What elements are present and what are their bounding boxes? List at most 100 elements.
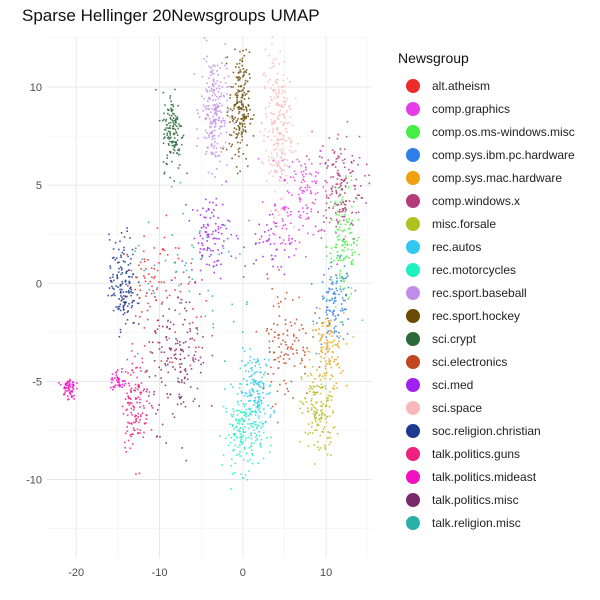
data-point: [124, 280, 127, 282]
data-point: [269, 67, 271, 70]
data-point: [320, 414, 323, 417]
data-point: [338, 257, 341, 260]
data-point: [282, 224, 285, 227]
data-point: [284, 207, 286, 210]
data-point: [217, 110, 219, 112]
data-point: [206, 132, 208, 134]
data-point: [342, 240, 345, 243]
data-point: [343, 162, 345, 164]
data-point: [279, 114, 281, 116]
data-point: [123, 246, 125, 249]
legend-swatch: [406, 492, 420, 507]
data-point: [330, 257, 333, 260]
data-point: [131, 414, 133, 416]
data-point: [311, 407, 313, 409]
data-point: [230, 464, 232, 467]
data-point: [329, 378, 332, 380]
legend-label: alt.atheism: [432, 78, 491, 93]
data-point: [351, 155, 354, 157]
data-point: [320, 401, 322, 403]
data-point: [278, 139, 281, 141]
data-point: [354, 188, 356, 190]
data-point: [282, 169, 285, 171]
data-point: [270, 254, 273, 257]
data-point: [325, 291, 328, 293]
data-point: [282, 124, 284, 127]
data-point: [356, 244, 358, 246]
data-point: [121, 267, 123, 270]
data-point: [235, 166, 238, 168]
data-point: [220, 151, 223, 153]
data-point: [124, 380, 126, 382]
data-point: [169, 140, 171, 143]
data-point: [153, 393, 155, 396]
data-point: [193, 339, 196, 341]
data-point: [305, 155, 308, 157]
data-point: [358, 194, 360, 196]
data-point: [340, 182, 343, 184]
data-point: [173, 113, 175, 115]
data-point: [326, 371, 328, 374]
data-point: [271, 213, 274, 216]
data-point: [328, 391, 331, 393]
data-point: [304, 166, 307, 169]
data-point: [122, 380, 125, 382]
data-point: [117, 384, 119, 387]
data-point: [312, 432, 314, 434]
data-point: [221, 62, 223, 64]
data-point: [172, 125, 174, 128]
data-point: [332, 176, 335, 178]
data-point: [124, 398, 127, 400]
data-point: [254, 371, 256, 374]
data-point: [337, 203, 340, 206]
data-point: [123, 298, 125, 300]
data-point: [195, 327, 198, 330]
data-point: [302, 170, 305, 173]
data-point: [212, 323, 214, 325]
data-point: [269, 243, 272, 245]
data-point: [181, 136, 184, 138]
data-point: [281, 93, 283, 95]
data-point: [255, 411, 258, 414]
data-point: [292, 333, 295, 336]
data-point: [208, 118, 211, 120]
data-point: [316, 391, 319, 393]
data-point: [305, 173, 307, 175]
data-point: [173, 133, 176, 135]
data-point: [224, 64, 226, 67]
data-point: [119, 384, 122, 387]
data-point: [277, 132, 280, 134]
data-point: [257, 462, 260, 464]
data-point: [123, 384, 126, 387]
data-point: [285, 111, 288, 114]
data-point: [277, 96, 280, 98]
data-point: [207, 246, 209, 249]
data-point: [281, 197, 283, 200]
data-point: [146, 369, 148, 372]
data-point: [271, 66, 273, 69]
legend-swatch: [406, 78, 420, 93]
data-point: [133, 300, 135, 302]
data-point: [182, 401, 185, 403]
data-point: [250, 449, 253, 451]
data-point: [286, 387, 288, 390]
data-point: [279, 198, 282, 200]
data-point: [153, 264, 156, 267]
data-point: [216, 107, 218, 109]
data-point: [178, 396, 180, 398]
data-point: [163, 351, 166, 354]
data-point: [208, 90, 211, 92]
data-point: [239, 427, 242, 429]
data-point: [220, 263, 222, 266]
data-point: [309, 390, 311, 393]
data-point: [193, 237, 196, 240]
data-point: [179, 344, 181, 346]
data-point: [176, 116, 179, 118]
data-point: [343, 280, 346, 283]
data-point: [306, 207, 308, 210]
data-point: [209, 67, 212, 69]
data-point: [123, 249, 125, 251]
data-point: [317, 211, 319, 213]
data-point: [235, 66, 237, 68]
data-point: [230, 255, 233, 257]
